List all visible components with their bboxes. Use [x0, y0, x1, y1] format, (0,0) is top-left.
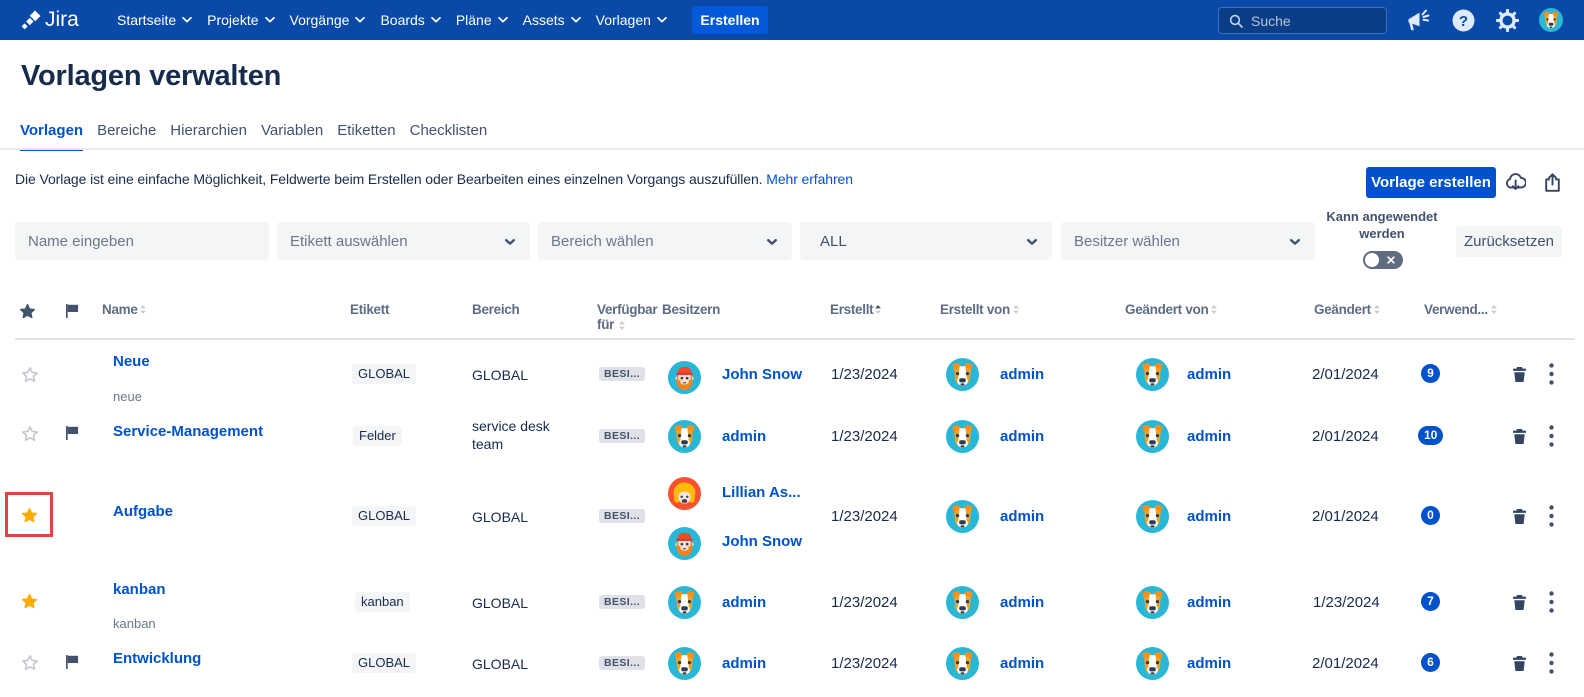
svg-text:?: ?: [1459, 13, 1468, 30]
